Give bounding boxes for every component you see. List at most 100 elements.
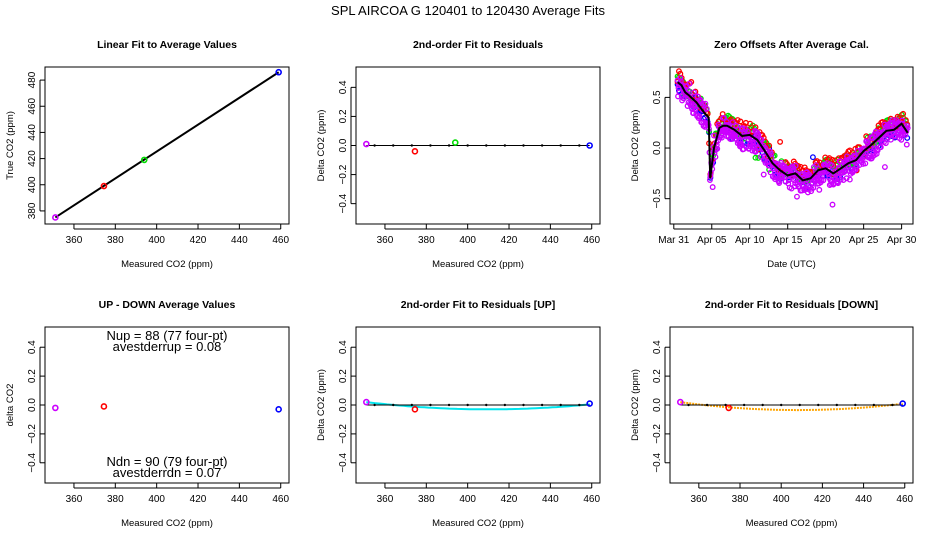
x-tick-label: 400 — [148, 494, 165, 505]
data-point-purple — [865, 139, 871, 145]
fit-dot — [410, 403, 414, 407]
data-point-purple — [862, 160, 869, 167]
y-tick-label: 0.4 — [652, 340, 663, 354]
y-tick-label: 0.0 — [652, 398, 663, 412]
data-point-purple — [816, 186, 823, 193]
y-axis-label: True CO2 (ppm) — [5, 111, 16, 180]
x-tick-label: 400 — [459, 494, 476, 505]
fit-dot — [687, 403, 690, 407]
y-tick-label: −0.2 — [27, 424, 38, 444]
x-axis-label: Measured CO2 (ppm) — [746, 518, 838, 529]
data-point-purple — [738, 141, 745, 148]
y-tick-label: 0.4 — [27, 340, 38, 354]
fit-line — [54, 71, 280, 219]
data-point-purple — [52, 214, 59, 221]
data-point-purple — [691, 89, 697, 96]
y-axis-label: Delta CO2 (ppm) — [316, 110, 327, 182]
data-point-purple — [363, 140, 370, 148]
panel-4: UP - DOWN Average Values 360 380 400 420 440 4… — [5, 299, 290, 529]
data-point-purple — [804, 189, 811, 196]
data-point-green — [752, 154, 759, 161]
data-point-purple — [801, 185, 808, 192]
fit-dot — [392, 144, 395, 147]
fit-dot — [835, 403, 839, 407]
y-tick-label: −0.2 — [338, 164, 349, 184]
data-point-blue — [275, 406, 282, 413]
panel-1: Linear Fit to Average Values 360 380 400 420… — [5, 39, 290, 270]
fit-dot — [761, 403, 764, 407]
y-tick-label: 440 — [27, 124, 38, 141]
y-tick-label: 0.0 — [338, 398, 349, 412]
fit-curve — [366, 401, 590, 411]
data-point-purple — [751, 148, 758, 154]
x-tick-label: 400 — [148, 235, 165, 246]
data-point-purple — [723, 119, 730, 125]
fit-dot — [724, 403, 727, 407]
data-point-purple — [829, 162, 836, 169]
fit-dot — [429, 403, 432, 407]
panel-3: Zero Offsets After Average Cal. Mar 31 Apr… — [630, 39, 917, 270]
y-axis-label: delta CO2 — [5, 384, 16, 427]
y-axis-label: Delta CO2 (ppm) — [316, 369, 327, 441]
x-tick-label: 380 — [732, 494, 749, 505]
x-tick-label: 460 — [272, 235, 289, 246]
fit-dot — [578, 144, 581, 147]
y-tick-label: −0.2 — [338, 424, 349, 444]
y-axis-label: Delta CO2 (ppm) — [630, 110, 641, 182]
data-point-purple — [843, 175, 850, 182]
fit-dot — [447, 403, 451, 407]
x-tick-label: 440 — [542, 235, 559, 246]
fit-dot — [503, 144, 507, 147]
x-tick-label: Apr 20 — [811, 235, 841, 246]
x-tick-label: 400 — [773, 494, 790, 505]
fit-dot — [872, 403, 876, 407]
panel-title: 2nd-order Fit to Residuals — [413, 39, 543, 51]
x-tick-label: Apr 05 — [697, 235, 727, 246]
data-point-purple — [52, 404, 59, 412]
x-axis-label: Measured CO2 (ppm) — [121, 259, 213, 270]
plot-frame — [669, 66, 914, 225]
scatter-points — [674, 68, 911, 208]
x-axis-label: Measured CO2 (ppm) — [121, 518, 213, 529]
fit-dot — [373, 403, 376, 407]
fit-dot — [410, 144, 414, 147]
x-tick-label: 460 — [583, 235, 600, 246]
data-point-purple — [714, 145, 721, 152]
data-point-purple — [776, 180, 783, 186]
data-point-purple — [700, 100, 707, 107]
fit-dot — [705, 403, 709, 407]
data-point-purple — [676, 398, 684, 406]
data-point-red — [777, 138, 784, 145]
data-point-purple — [881, 164, 888, 170]
data-point-purple — [685, 87, 692, 94]
x-tick-label: 380 — [418, 235, 435, 246]
y-tick-label: −0.4 — [27, 452, 38, 472]
x-tick-label: Apr 15 — [773, 235, 803, 246]
data-point-purple — [852, 166, 859, 173]
data-point-blue — [899, 400, 907, 407]
fit-dot — [447, 144, 451, 147]
panel-title: 2nd-order Fit to Residuals [UP] — [401, 299, 556, 311]
data-point-blue — [586, 142, 593, 149]
data-point-green — [451, 139, 459, 146]
y-tick-label: 0.0 — [652, 141, 663, 155]
data-point-purple — [686, 80, 693, 87]
data-point-purple — [882, 140, 889, 147]
y-tick-label: 0.0 — [338, 138, 349, 152]
y-tick-label: −0.4 — [338, 452, 349, 472]
fit-dot — [522, 403, 525, 407]
x-tick-label: 440 — [231, 235, 248, 246]
x-tick-label: 400 — [459, 235, 476, 246]
data-point-red — [737, 118, 744, 125]
y-tick-label: 0.5 — [652, 90, 663, 104]
data-point-red — [100, 182, 108, 190]
ndn-text: Ndn = 90 (79 four-pt) — [106, 454, 227, 469]
data-point-purple — [877, 144, 884, 151]
fit-curve — [680, 401, 903, 412]
data-point-purple — [709, 184, 716, 191]
panel-title: 2nd-order Fit to Residuals [DOWN] — [705, 299, 878, 311]
data-point-purple — [837, 176, 844, 183]
x-tick-label: 360 — [377, 235, 394, 246]
data-point-blue — [586, 400, 593, 407]
